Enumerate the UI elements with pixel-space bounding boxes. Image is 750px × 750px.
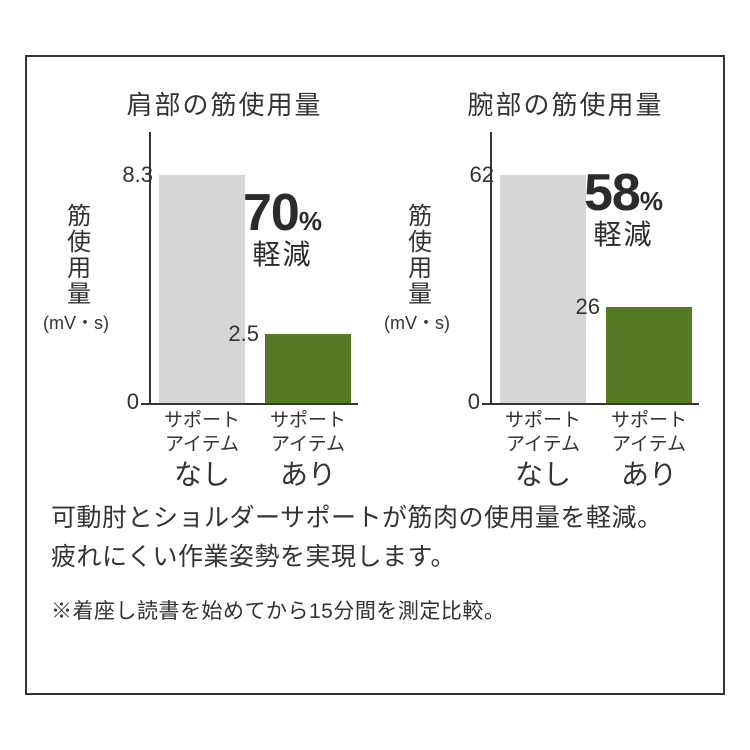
callout-percent: % bbox=[640, 186, 663, 216]
callout-number: 70 bbox=[243, 184, 299, 242]
cat-big: あり bbox=[594, 457, 704, 492]
y-axis-text: 筋使用量 bbox=[60, 203, 91, 307]
reduction-callout: 70% 軽減 bbox=[243, 187, 322, 269]
y-axis-label: 筋使用量 (mV・s) bbox=[51, 132, 101, 465]
cat-line: サポート bbox=[505, 410, 581, 431]
cat-big: なし bbox=[147, 457, 257, 492]
cat-line: アイテム bbox=[165, 434, 239, 455]
body-line-2: 疲れにくい作業姿勢を実現します。 bbox=[51, 543, 456, 571]
bar-value: 26 bbox=[576, 294, 600, 320]
bar-with: 26 bbox=[606, 307, 692, 403]
x-axis-line bbox=[149, 403, 358, 405]
footnote: ※着座し読書を始めてから15分間を測定比較。 bbox=[51, 595, 699, 625]
charts-row: 肩部の筋使用量 筋使用量 (mV・s) 0 8.3 2.5 bbox=[51, 85, 699, 465]
zero-label: 0 bbox=[468, 389, 480, 415]
tick-zero bbox=[141, 403, 151, 405]
bar-with: 2.5 bbox=[265, 334, 351, 403]
cat-line: サポート bbox=[164, 410, 240, 431]
y-axis-text: 筋使用量 bbox=[401, 203, 432, 307]
cat-big: あり bbox=[253, 457, 363, 492]
chart-body: 筋使用量 (mV・s) 0 62 26 58% bbox=[392, 132, 699, 465]
chart-title: 腕部の筋使用量 bbox=[392, 85, 699, 122]
category-with: サポート アイテム あり bbox=[594, 409, 704, 492]
plot-area: 0 8.3 2.5 70% 軽減 サポート アイテム なし bbox=[101, 132, 358, 465]
callout-number: 58 bbox=[584, 164, 640, 222]
cat-big: なし bbox=[488, 457, 598, 492]
y-axis-unit: (mV・s) bbox=[43, 309, 109, 335]
bar-without: 8.3 bbox=[159, 175, 245, 403]
y-axis-unit: (mV・s) bbox=[384, 309, 450, 335]
chart-frame: 肩部の筋使用量 筋使用量 (mV・s) 0 8.3 2.5 bbox=[25, 55, 725, 695]
category-with: サポート アイテム あり bbox=[253, 409, 363, 492]
y-axis-label: 筋使用量 (mV・s) bbox=[392, 132, 442, 465]
chart-body: 筋使用量 (mV・s) 0 8.3 2.5 70% bbox=[51, 132, 358, 465]
category-without: サポート アイテム なし bbox=[488, 409, 598, 492]
cat-line: アイテム bbox=[271, 434, 345, 455]
bar-value: 8.3 bbox=[122, 162, 153, 188]
cat-line: アイテム bbox=[612, 434, 686, 455]
callout-percent: % bbox=[299, 206, 322, 236]
callout-sub: 軽減 bbox=[243, 241, 322, 269]
cat-line: アイテム bbox=[506, 434, 580, 455]
chart-shoulder: 肩部の筋使用量 筋使用量 (mV・s) 0 8.3 2.5 bbox=[51, 85, 358, 465]
cat-line: サポート bbox=[611, 410, 687, 431]
tick-zero bbox=[482, 403, 492, 405]
callout-sub: 軽減 bbox=[584, 221, 663, 249]
bar-without: 62 bbox=[500, 175, 586, 403]
chart-title: 肩部の筋使用量 bbox=[51, 85, 358, 122]
x-axis-line bbox=[490, 403, 699, 405]
body-text: 可動肘とショルダーサポートが筋肉の使用量を軽減。 疲れにくい作業姿勢を実現します… bbox=[51, 499, 699, 577]
chart-arm: 腕部の筋使用量 筋使用量 (mV・s) 0 62 26 bbox=[392, 85, 699, 465]
zero-label: 0 bbox=[127, 389, 139, 415]
reduction-callout: 58% 軽減 bbox=[584, 167, 663, 249]
bar-value: 2.5 bbox=[228, 321, 259, 347]
body-line-1: 可動肘とショルダーサポートが筋肉の使用量を軽減。 bbox=[51, 504, 663, 532]
category-without: サポート アイテム なし bbox=[147, 409, 257, 492]
bar-value: 62 bbox=[470, 162, 494, 188]
plot-area: 0 62 26 58% 軽減 サポート アイテム なし bbox=[442, 132, 699, 465]
cat-line: サポート bbox=[270, 410, 346, 431]
